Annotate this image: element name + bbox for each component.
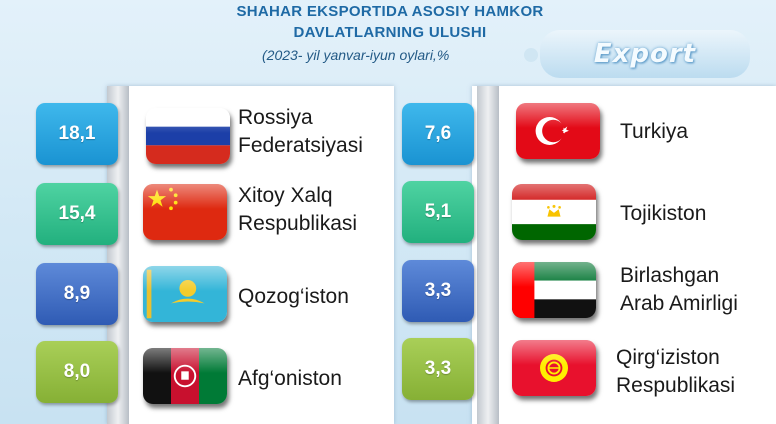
country-turkey: Turkiya — [620, 120, 689, 143]
value-badge-kazakhstan: 8,9 — [36, 263, 118, 325]
page-title-line2: DAVLATLARNING ULUSHI — [293, 24, 487, 41]
page-subtitle: (2023- yil yanvar-iyun oylari,% — [262, 47, 450, 63]
country-afghanistan: Afg‘oniston — [238, 367, 342, 390]
tajikistan-flag — [512, 184, 596, 240]
value-badge-kyrgyzstan: 3,3 — [402, 338, 474, 400]
country-kyrgyzstan-line1: Qirg‘iziston — [616, 346, 720, 369]
country-china: Xitoy Xalq Respublikasi — [238, 182, 357, 238]
country-russia: Rossiya Federatsiyasi — [238, 104, 363, 160]
value-badge-china: 15,4 — [36, 183, 118, 245]
country-tajikistan: Tojikiston — [620, 202, 707, 225]
country-china-line1: Xitoy Xalq — [238, 184, 333, 207]
value-badge-uae: 3,3 — [402, 260, 474, 322]
decorative-dot — [524, 48, 538, 62]
export-banner: Export — [540, 30, 750, 78]
uae-flag — [512, 262, 596, 318]
value-badge-afghanistan: 8,0 — [36, 341, 118, 403]
page-title-line1: SHAHAR EKSPORTIDA ASOSIY HAMKOR — [236, 3, 544, 20]
country-kyrgyzstan: Qirg‘iziston Respublikasi — [616, 344, 735, 400]
country-kazakhstan: Qozog‘iston — [238, 285, 349, 308]
export-banner-label: Export — [593, 39, 697, 69]
kyrgyzstan-flag — [512, 340, 596, 396]
value-badge-russia: 18,1 — [36, 103, 118, 165]
country-uae-line2: Arab Amirligi — [620, 292, 738, 315]
right-divider — [477, 86, 499, 424]
value-badge-tajikistan: 5,1 — [402, 181, 474, 243]
turkey-flag — [516, 103, 600, 159]
country-russia-line1: Rossiya — [238, 106, 313, 129]
country-russia-line2: Federatsiyasi — [238, 134, 363, 157]
country-china-line2: Respublikasi — [238, 212, 358, 235]
country-uae: Birlashgan Arab Amirligi — [620, 262, 738, 318]
china-flag — [143, 184, 227, 240]
russia-flag — [146, 108, 230, 164]
country-uae-line1: Birlashgan — [620, 264, 720, 287]
left-divider — [107, 86, 129, 424]
value-badge-turkey: 7,6 — [402, 103, 474, 165]
afghanistan-flag — [143, 348, 227, 404]
country-kyrgyzstan-line2: Respublikasi — [616, 374, 736, 397]
kazakhstan-flag — [143, 266, 227, 322]
